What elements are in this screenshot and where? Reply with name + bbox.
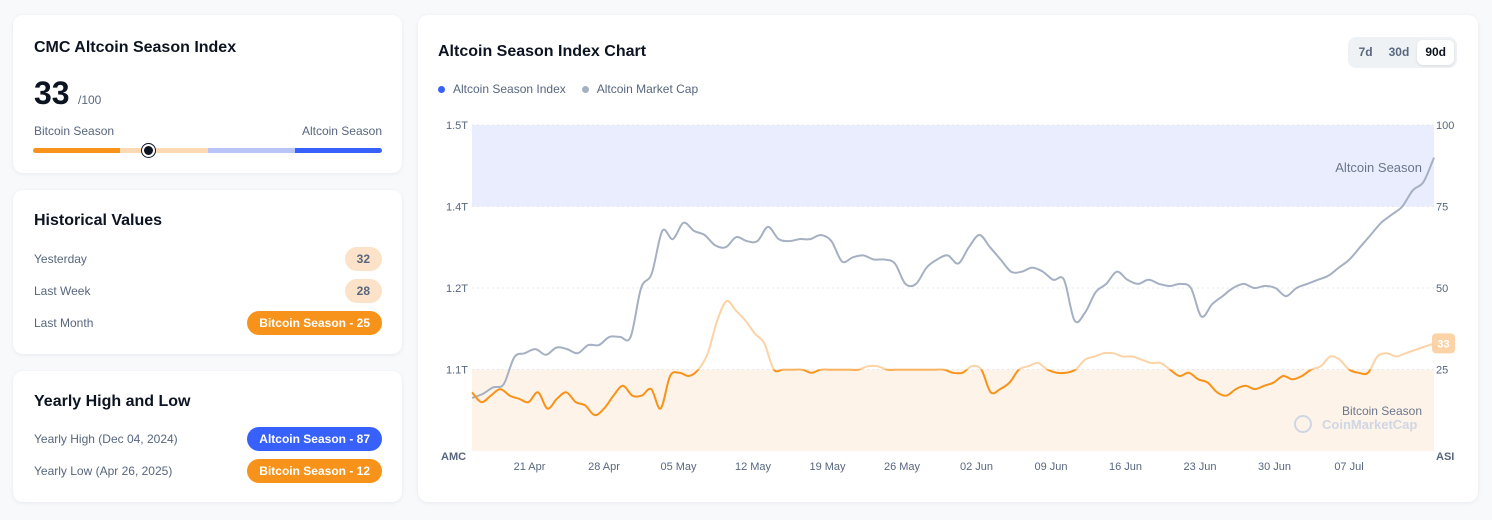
x-axis-tick: 16 Jun bbox=[1109, 461, 1142, 473]
bitcoin-season-zone bbox=[472, 369, 1434, 451]
yearly-low-row: Yearly Low (Apr 26, 2025) Bitcoin Season… bbox=[34, 459, 382, 483]
watermark: CoinMarketCap bbox=[1322, 417, 1417, 432]
range-selector: 7d 30d 90d bbox=[1347, 37, 1457, 68]
index-chart: 1.5T 100 1.4T 75 1.2T 50 1.1T 25 AMC ASI 21 Apr 28 … bbox=[441, 120, 1455, 473]
history-value-badge: 28 bbox=[344, 279, 382, 303]
market-cap-line bbox=[471, 157, 1435, 399]
history-row-yesterday: Yesterday 32 bbox=[34, 247, 382, 271]
legend-label-index: Altcoin Season Index bbox=[453, 82, 566, 96]
index-value: 33 bbox=[34, 75, 70, 111]
chart-title: Altcoin Season Index Chart bbox=[438, 43, 647, 60]
history-label: Yesterday bbox=[34, 252, 87, 266]
scale-segment-bitcoin-light bbox=[120, 148, 208, 153]
altcoin-season-index-card: CMC Altcoin Season Index 33 /100 Bitcoin… bbox=[13, 15, 402, 173]
index-chart-card: 1.5T 100 1.4T 75 1.2T 50 1.1T 25 AMC ASI 21 Apr 28 … bbox=[418, 15, 1478, 502]
legend-item-market-cap[interactable]: Altcoin Market Cap bbox=[581, 82, 699, 96]
chart-legend: Altcoin Season Index Altcoin Market Cap bbox=[438, 82, 698, 96]
scale-segment-altcoin-light bbox=[207, 148, 295, 153]
x-axis-tick: 26 May bbox=[884, 461, 921, 473]
range-7d-button[interactable]: 7d bbox=[1358, 45, 1373, 59]
left-axis-tick: 1.4T bbox=[446, 202, 468, 214]
history-row-last-week: Last Week 28 bbox=[34, 279, 382, 303]
scale-right-label: Altcoin Season bbox=[301, 124, 382, 138]
right-axis-tick: 75 bbox=[1436, 202, 1448, 214]
yearly-title: Yearly High and Low bbox=[34, 393, 191, 410]
yearly-low-date: (Apr 26, 2025) bbox=[95, 464, 173, 478]
yearly-high-text: Yearly High bbox=[34, 432, 95, 446]
scale-segment-bitcoin bbox=[33, 148, 121, 153]
yearly-high-low-card: Yearly High and Low Yearly High (Dec 04,… bbox=[13, 371, 402, 502]
altcoin-season-zone-label: Altcoin Season bbox=[1335, 160, 1422, 175]
current-value-badge bbox=[1432, 333, 1455, 354]
historical-values-card: Historical Values Yesterday 32 Last Week… bbox=[13, 190, 402, 354]
right-axis-tick: 100 bbox=[1436, 120, 1454, 132]
history-value-badge: Bitcoin Season - 25 bbox=[247, 311, 382, 335]
yearly-high-row: Yearly High (Dec 04, 2024) Altcoin Seaso… bbox=[34, 427, 382, 451]
x-axis-tick: 05 May bbox=[660, 461, 697, 473]
scale-left-label: Bitcoin Season bbox=[34, 124, 115, 138]
left-axis-label: AMC bbox=[441, 451, 466, 463]
x-axis-tick: 28 Apr bbox=[588, 461, 620, 473]
x-axis-tick: 30 Jun bbox=[1258, 461, 1291, 473]
history-value-badge: 32 bbox=[344, 247, 382, 271]
x-axis-tick: 07 Jul bbox=[1334, 461, 1363, 473]
history-row-last-month: Last Month Bitcoin Season - 25 bbox=[34, 311, 382, 335]
coinmarketcap-logo-icon bbox=[1294, 415, 1312, 433]
yearly-low-badge: Bitcoin Season - 12 bbox=[247, 459, 382, 483]
yearly-high-label: Yearly High (Dec 04, 2024) bbox=[34, 432, 178, 446]
right-axis-tick: 25 bbox=[1436, 365, 1448, 377]
left-axis-tick: 1.1T bbox=[446, 365, 468, 377]
x-axis-tick: 21 Apr bbox=[514, 461, 546, 473]
index-card-title: CMC Altcoin Season Index bbox=[34, 39, 237, 56]
yearly-high-badge: Altcoin Season - 87 bbox=[247, 427, 382, 451]
scale-indicator-knob bbox=[141, 144, 155, 157]
x-axis-tick: 09 Jun bbox=[1034, 461, 1067, 473]
yearly-high-date: (Dec 04, 2024) bbox=[98, 432, 178, 446]
x-axis-tick: 23 Jun bbox=[1183, 461, 1216, 473]
historical-title: Historical Values bbox=[34, 212, 163, 229]
legend-dot-market-cap bbox=[581, 85, 589, 93]
season-scale-bar bbox=[33, 148, 382, 153]
x-axis-tick: 12 May bbox=[735, 461, 772, 473]
legend-item-index[interactable]: Altcoin Season Index bbox=[438, 82, 566, 96]
right-axis-tick: 50 bbox=[1436, 283, 1448, 295]
range-30d-button[interactable]: 30d bbox=[1388, 45, 1410, 59]
current-value-label: 33 bbox=[1437, 338, 1449, 350]
scale-segment-altcoin bbox=[294, 148, 382, 153]
right-axis-label: ASI bbox=[1436, 451, 1454, 463]
altcoin-season-zone bbox=[472, 125, 1434, 207]
bitcoin-season-zone-label: Bitcoin Season bbox=[1342, 404, 1422, 418]
x-axis-tick: 02 Jun bbox=[960, 461, 993, 473]
yearly-low-text: Yearly Low bbox=[34, 464, 93, 478]
x-axis-tick: 19 May bbox=[809, 461, 846, 473]
range-90d-button[interactable]: 90d bbox=[1417, 40, 1454, 65]
legend-label-market-cap: Altcoin Market Cap bbox=[596, 82, 699, 96]
yearly-low-label: Yearly Low (Apr 26, 2025) bbox=[34, 464, 172, 478]
left-axis-tick: 1.5T bbox=[446, 120, 468, 132]
legend-dot-index bbox=[438, 85, 445, 93]
left-axis-tick: 1.2T bbox=[446, 283, 468, 295]
index-line-lower bbox=[471, 369, 1372, 417]
history-label: Last Month bbox=[34, 316, 94, 330]
index-max: /100 bbox=[78, 93, 102, 107]
history-label: Last Week bbox=[34, 284, 91, 298]
